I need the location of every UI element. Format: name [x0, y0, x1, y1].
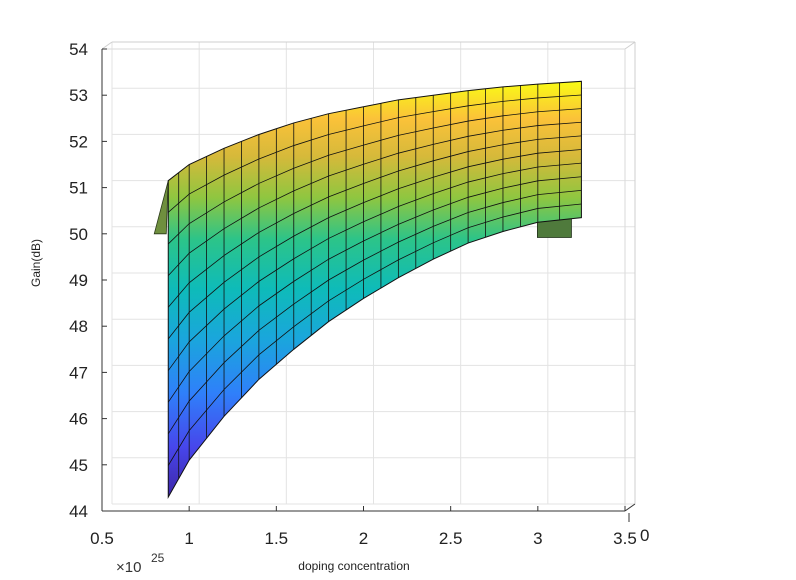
mesh-line-horizontal: [167, 189, 582, 435]
mesh-line-horizontal: [167, 135, 582, 308]
mesh-line-horizontal: [167, 176, 582, 403]
y-tick-label: 52: [69, 132, 88, 151]
x-exponent-base: ×10: [116, 559, 141, 576]
surface: [153, 80, 582, 500]
x-tick-label: 2: [359, 529, 368, 548]
x-exponent-power: 25: [151, 551, 165, 565]
box-edge-tr: [624, 41, 636, 50]
y-tick-label: 46: [69, 410, 88, 429]
mesh-line-horizontal: [167, 108, 582, 245]
mesh-line-horizontal: [167, 162, 582, 371]
x-tick-label: 3.5: [613, 529, 637, 548]
ticks: 44 45 46 47 48 49 50 51 52 53 54 0.5 1 1.5 2 2.5 3 3.5: [69, 40, 637, 548]
y-tick-label: 54: [69, 40, 88, 59]
mesh-line-horizontal: [167, 203, 582, 466]
y-tick-label: 45: [69, 456, 88, 475]
mesh-line-horizontal: [167, 149, 582, 340]
surface-left-flap: [153, 180, 169, 235]
y-tick-label: 49: [69, 271, 88, 290]
y-tick-label: 50: [69, 225, 88, 244]
y-tick-label: 51: [69, 179, 88, 198]
mesh-line-horizontal: [167, 94, 582, 213]
x-tick-label: 2.5: [439, 529, 463, 548]
mesh-line-horizontal: [167, 121, 582, 276]
y-tick-label: 48: [69, 317, 88, 336]
box-edge-tl: [101, 41, 113, 50]
x-tick-label: 1: [184, 529, 193, 548]
y-tick-label: 47: [69, 363, 88, 382]
surface-patch: [167, 80, 582, 500]
y-tick-label: 44: [69, 502, 88, 521]
y-axis-label: Gain(dB): [29, 239, 43, 287]
x-tick-label: 0.5: [90, 529, 114, 548]
y-tick-label: 53: [69, 86, 88, 105]
x-tick-label: 1.5: [265, 529, 289, 548]
depth-axis-line: [624, 503, 636, 512]
x-tick-label: 3: [533, 529, 542, 548]
depth-axis-tick: 0: [640, 526, 649, 545]
x-axis-label: doping concentration: [298, 559, 409, 573]
